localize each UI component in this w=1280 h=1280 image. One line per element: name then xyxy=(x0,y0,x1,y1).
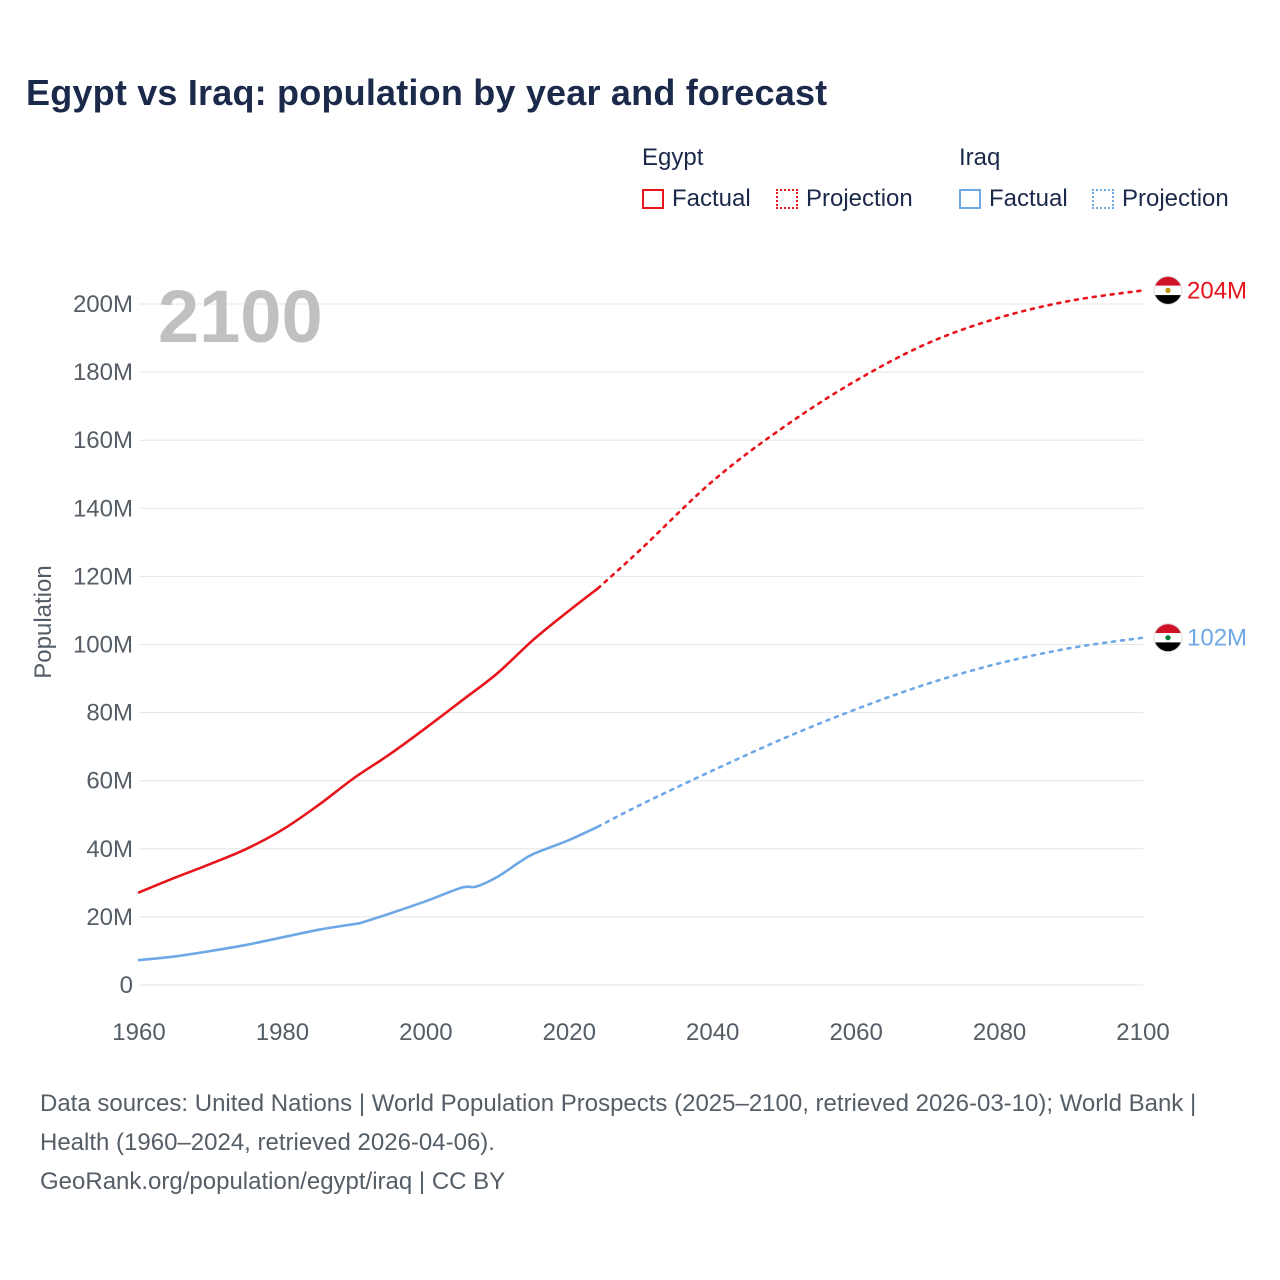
credit-link[interactable]: GeoRank.org/population/egypt/iraq | CC B… xyxy=(40,1168,506,1195)
y-tick-label: 60M xyxy=(86,768,133,795)
egypt-flag-black-band xyxy=(1154,295,1182,305)
legend-egypt-factual-label: Factual xyxy=(672,185,751,212)
y-tick-label: 200M xyxy=(73,291,133,318)
population-chart: 0 20M 40M 60M 80M 100M 120M 140M 160M 180M 200M 196… xyxy=(30,275,1247,1046)
y-tick-label: 100M xyxy=(73,632,133,659)
legend-iraq-factual[interactable]: Factual xyxy=(959,185,1068,213)
legend-iraq-projection-label: Projection xyxy=(1122,185,1229,212)
x-tick-label: 1980 xyxy=(256,1019,309,1046)
egypt-flag-icon xyxy=(1153,275,1183,305)
legend-swatch-solid-icon xyxy=(959,189,981,209)
legend-swatch-dotted-icon xyxy=(776,189,798,209)
egypt-end-label: 204M xyxy=(1187,277,1247,304)
x-tick-label: 1960 xyxy=(112,1019,165,1046)
x-tick-label: 2060 xyxy=(829,1019,882,1046)
legend-egypt-factual[interactable]: Factual xyxy=(642,185,751,213)
iraq-flag-red-band xyxy=(1154,623,1182,634)
y-tick-label: 120M xyxy=(73,563,133,590)
iraq-flag-black-band xyxy=(1154,642,1182,652)
legend-iraq-title: Iraq xyxy=(959,144,1001,171)
chart-title: Egypt vs Iraq: population by year and fo… xyxy=(26,72,828,113)
legend-egypt-projection-label: Projection xyxy=(806,185,913,212)
iraq-end-label: 102M xyxy=(1187,625,1247,652)
x-tick-label: 2000 xyxy=(399,1019,452,1046)
egypt-flag-emblem-icon xyxy=(1165,287,1171,293)
x-tick-label: 2020 xyxy=(543,1019,596,1046)
iraq-factual-line xyxy=(137,825,600,962)
footer: Data sources: United Nations | World Pop… xyxy=(40,1084,1240,1201)
legend-egypt-title: Egypt xyxy=(642,144,704,171)
iraq-projection-line xyxy=(596,636,1145,828)
y-tick-label: 40M xyxy=(86,836,133,863)
legend-iraq-projection[interactable]: Projection xyxy=(1092,185,1229,213)
y-tick-label: 160M xyxy=(73,427,133,454)
y-tick-label: 180M xyxy=(73,359,133,386)
legend-swatch-dotted-icon xyxy=(1092,189,1114,209)
y-tick-label: 0 xyxy=(120,972,133,999)
egypt-flag-red-band xyxy=(1154,276,1182,286)
legend-swatch-solid-icon xyxy=(642,189,664,209)
data-sources: Data sources: United Nations | World Pop… xyxy=(40,1090,1197,1156)
x-tick-label: 2100 xyxy=(1116,1019,1169,1046)
y-tick-label: 80M xyxy=(86,700,133,727)
egypt-projection-line xyxy=(596,289,1145,590)
iraq-flag-icon xyxy=(1153,623,1183,653)
y-tick-label: 140M xyxy=(73,495,133,522)
iraq-flag-emblem-icon xyxy=(1165,635,1171,641)
x-tick-label: 2040 xyxy=(686,1019,739,1046)
legend-iraq-factual-label: Factual xyxy=(989,185,1068,212)
egypt-factual-line xyxy=(137,587,600,894)
y-axis-label: Population xyxy=(30,565,57,678)
legend-egypt-projection[interactable]: Projection xyxy=(776,185,913,213)
x-tick-label: 2080 xyxy=(973,1019,1026,1046)
year-overlay: 2100 xyxy=(158,275,323,358)
y-tick-label: 20M xyxy=(86,904,133,931)
